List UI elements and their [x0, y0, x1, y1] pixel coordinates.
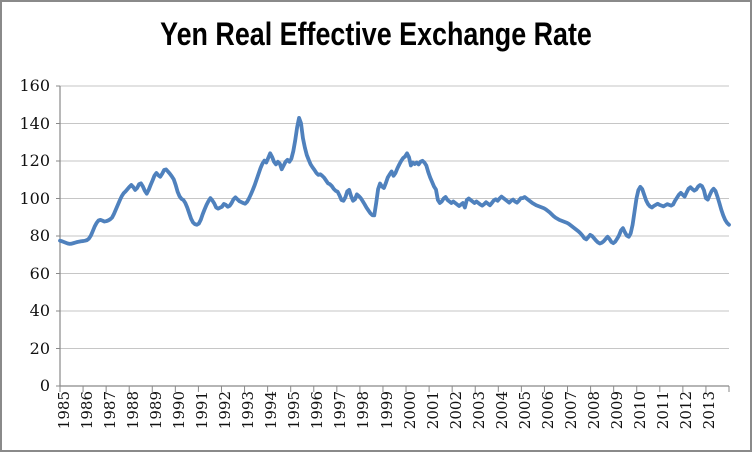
y-axis-label: 120	[19, 151, 50, 170]
x-axis-label: 2012	[677, 391, 696, 430]
x-axis-label: 1999	[377, 391, 396, 430]
x-axis-label: 2001	[423, 391, 442, 430]
x-axis-label: 2006	[538, 391, 557, 430]
x-axis-label: 2010	[631, 391, 650, 430]
y-axis-label: 40	[29, 301, 50, 320]
y-axis-label: 0	[39, 376, 50, 395]
x-axis-label: 1987	[100, 391, 119, 430]
x-axis-label: 1986	[77, 391, 96, 430]
y-axis-label: 60	[29, 263, 50, 283]
data-line	[58, 115, 731, 246]
y-axis-label: 160	[19, 76, 50, 95]
x-axis-label: 2013	[700, 391, 719, 430]
x-axis-label: 2011	[654, 391, 673, 430]
x-axis-label: 2003	[469, 391, 488, 430]
x-axis-label: 1997	[331, 391, 350, 430]
x-axis-label: 1994	[262, 391, 281, 430]
x-axis-label: 1998	[354, 391, 373, 430]
x-axis-label: 2002	[446, 391, 465, 430]
x-axis-label: 1988	[123, 391, 142, 430]
x-axis-label: 2004	[492, 391, 511, 430]
x-axis-label: 1993	[239, 391, 258, 430]
x-axis-label: 1995	[285, 391, 304, 430]
x-axis-label: 1990	[169, 391, 188, 430]
y-axis-label: 80	[29, 226, 50, 245]
x-axis-label: 2008	[585, 391, 604, 430]
x-axis-label: 1996	[308, 391, 327, 430]
x-axis-label: 1985	[54, 391, 73, 430]
y-axis-label: 20	[29, 338, 50, 358]
x-axis-label: 2007	[562, 391, 581, 430]
x-axis-label: 2000	[400, 391, 419, 430]
x-axis-label: 2009	[608, 391, 627, 430]
x-axis-label: 2005	[515, 391, 534, 430]
x-axis-label: 1989	[146, 391, 165, 430]
x-axis-label: 1992	[216, 391, 235, 430]
chart-title: Yen Real Effective Exchange Rate	[160, 16, 592, 52]
y-axis-label: 100	[19, 188, 50, 208]
y-axis-label: 140	[19, 113, 50, 133]
x-axis-label: 1991	[192, 391, 211, 430]
